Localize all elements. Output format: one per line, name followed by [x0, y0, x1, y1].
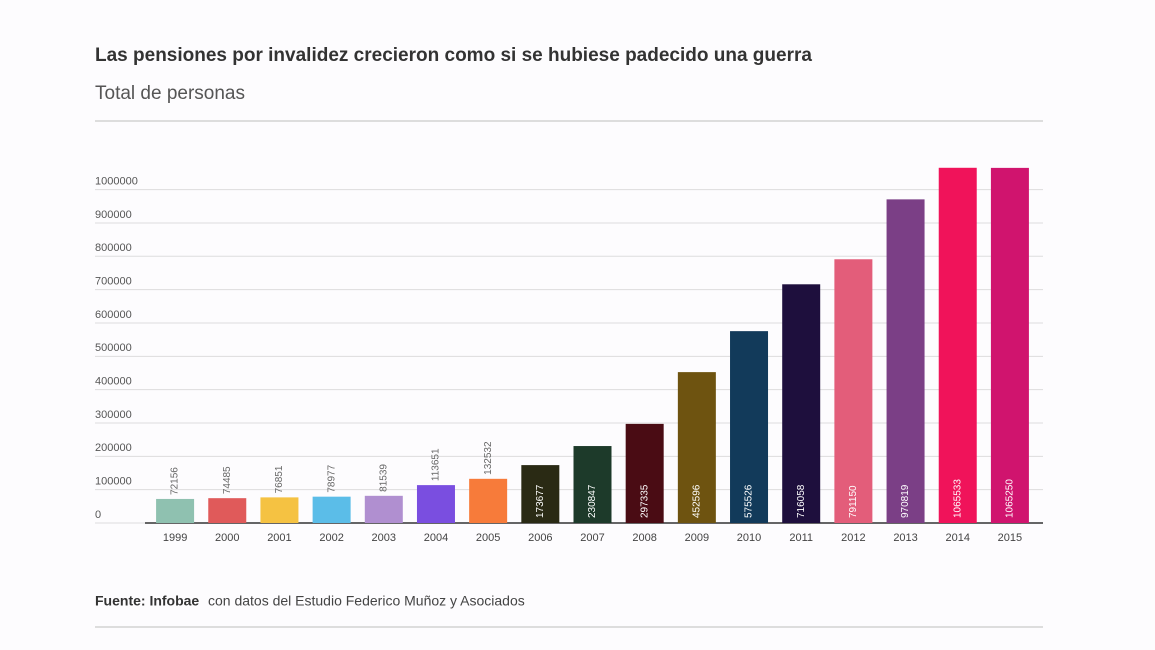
source-text: con datos del Estudio Federico Muñoz y A…	[208, 593, 525, 609]
value-label: 78977	[326, 464, 337, 492]
x-tick-label: 2015	[998, 532, 1022, 544]
y-tick-label: 400000	[95, 376, 132, 388]
value-label: 1065533	[952, 479, 963, 518]
bar	[208, 498, 247, 523]
x-tick-label: 2013	[893, 532, 917, 544]
y-tick-label: 1000000	[95, 176, 138, 188]
bar	[156, 498, 195, 523]
bar	[834, 259, 873, 523]
bar	[886, 199, 925, 523]
bar	[521, 465, 560, 523]
y-tick-label: 500000	[95, 342, 132, 354]
source-label: Fuente: Infobae	[95, 593, 199, 609]
value-label: 76851	[274, 465, 285, 493]
x-tick-label: 1999	[163, 532, 187, 544]
x-tick-label: 2000	[215, 532, 239, 544]
x-tick-label: 2004	[424, 532, 448, 544]
value-label: 452596	[691, 484, 702, 518]
y-tick-label: 700000	[95, 276, 132, 288]
y-tick-label: 300000	[95, 409, 132, 421]
x-tick-label: 2011	[789, 532, 813, 544]
value-label: 81539	[378, 464, 389, 492]
x-tick-label: 2003	[372, 532, 396, 544]
bar	[730, 331, 769, 523]
bar	[625, 423, 664, 523]
x-tick-label: 2006	[528, 532, 552, 544]
bar	[364, 495, 403, 523]
bar	[416, 485, 455, 523]
bar	[573, 446, 612, 523]
bar	[260, 497, 299, 523]
value-label: 297335	[639, 484, 650, 518]
x-tick-label: 2009	[685, 532, 709, 544]
value-label: 230847	[587, 484, 598, 518]
value-label: 74485	[222, 466, 233, 494]
y-tick-label: 0	[95, 509, 101, 521]
y-tick-label: 100000	[95, 476, 132, 488]
bar	[312, 496, 351, 523]
value-label: 72156	[170, 467, 181, 495]
value-label: 132532	[483, 441, 494, 475]
value-label: 575526	[744, 484, 755, 518]
bar	[469, 478, 508, 523]
x-tick-label: 2007	[580, 532, 604, 544]
y-tick-label: 900000	[95, 209, 132, 221]
x-tick-label: 2002	[319, 532, 343, 544]
y-tick-label: 800000	[95, 242, 132, 254]
y-tick-label: 600000	[95, 309, 132, 321]
value-label: 970819	[900, 484, 911, 518]
value-label: 113651	[431, 448, 442, 481]
chart-subtitle: Total de personas	[95, 83, 245, 104]
y-tick-label: 200000	[95, 442, 132, 454]
bar	[677, 372, 716, 523]
x-tick-label: 2008	[632, 532, 656, 544]
bar	[938, 167, 977, 523]
value-label: 173677	[535, 484, 546, 518]
x-tick-label: 2001	[267, 532, 291, 544]
value-label: 1065250	[1005, 479, 1016, 518]
value-label: 791150	[848, 485, 859, 518]
x-tick-label: 2012	[841, 532, 865, 544]
x-tick-label: 2005	[476, 532, 500, 544]
bar	[782, 284, 821, 523]
x-tick-label: 2014	[945, 532, 969, 544]
chart-title: Las pensiones por invalidez crecieron co…	[95, 45, 812, 66]
bar	[990, 167, 1029, 523]
value-label: 716058	[796, 484, 807, 518]
x-tick-label: 2010	[737, 532, 761, 544]
